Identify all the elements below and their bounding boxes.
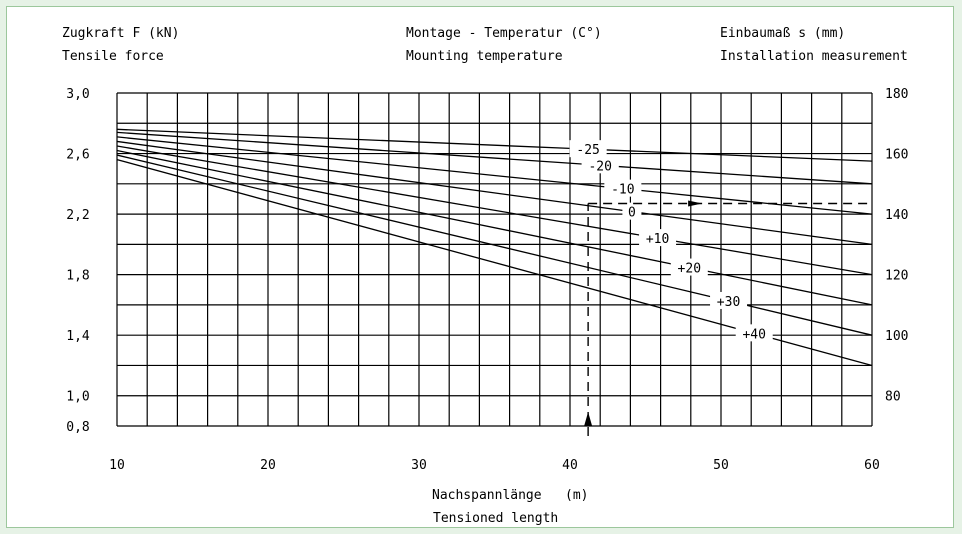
curve-label-background bbox=[622, 202, 642, 220]
temperature-curve bbox=[675, 240, 873, 276]
curve-label: +20 bbox=[678, 262, 701, 277]
temperature-curve bbox=[707, 270, 873, 306]
y2-tick-label: 180 bbox=[885, 87, 908, 102]
curve-label: 0 bbox=[628, 206, 636, 221]
guide-arrow-up bbox=[584, 412, 593, 426]
temperature-curve bbox=[116, 140, 623, 211]
y-tick-label: 0,8 bbox=[66, 420, 89, 435]
temperature-curve bbox=[641, 189, 873, 215]
x-tick-label: 40 bbox=[562, 458, 578, 473]
header-mid-de: Montage - Temperatur (C°) bbox=[406, 26, 602, 41]
x-axis-unit: (m) bbox=[565, 488, 588, 503]
curve-label-background bbox=[604, 179, 642, 197]
curve-label: -25 bbox=[576, 143, 599, 158]
curve-label: -10 bbox=[611, 183, 634, 198]
curve-label-background bbox=[639, 229, 677, 247]
header-mid-en: Mounting temperature bbox=[406, 49, 563, 64]
y2-tick-label: 80 bbox=[885, 390, 901, 405]
temperature-curve bbox=[771, 337, 873, 367]
x-tick-label: 60 bbox=[864, 458, 880, 473]
y2-tick-label: 140 bbox=[885, 208, 908, 223]
temperature-curve bbox=[116, 154, 711, 298]
x-axis-label-en: Tensioned length bbox=[433, 511, 558, 526]
curve-label-background bbox=[670, 258, 708, 276]
header-right-de: Einbaumaß s (mm) bbox=[720, 26, 845, 41]
header-right-en: Installation measurement bbox=[720, 49, 908, 64]
x-tick-label: 20 bbox=[260, 458, 276, 473]
curve-label: +30 bbox=[717, 295, 740, 310]
header-left-en: Tensile force bbox=[62, 49, 164, 64]
curve-label-background bbox=[569, 140, 607, 158]
x-tick-label: 30 bbox=[411, 458, 427, 473]
y-tick-label: 2,2 bbox=[66, 208, 89, 223]
curve-label: +10 bbox=[646, 232, 669, 247]
y-tick-label: 3,0 bbox=[66, 87, 89, 102]
y2-tick-label: 120 bbox=[885, 269, 908, 284]
temperature-curve bbox=[641, 212, 873, 246]
y2-tick-label: 100 bbox=[885, 329, 908, 344]
x-tick-label: 10 bbox=[109, 458, 125, 473]
x-axis-label-de: Nachspannlänge bbox=[432, 488, 542, 503]
curve-label: -20 bbox=[588, 159, 611, 174]
y2-tick-label: 160 bbox=[885, 148, 908, 163]
temperature-curve bbox=[746, 304, 873, 336]
temperature-curve bbox=[116, 131, 582, 165]
curve-label: +40 bbox=[742, 327, 765, 342]
curve-label-background bbox=[735, 324, 773, 342]
header-left-de: Zugkraft F (kN) bbox=[62, 26, 179, 41]
temperature-curve bbox=[116, 149, 672, 265]
y-tick-label: 1,0 bbox=[66, 390, 89, 405]
y-tick-label: 1,8 bbox=[66, 269, 89, 284]
y-tick-label: 2,6 bbox=[66, 148, 89, 163]
temperature-curve bbox=[116, 158, 737, 330]
x-tick-label: 50 bbox=[713, 458, 729, 473]
temperature-curve bbox=[618, 165, 873, 185]
y-tick-label: 1,4 bbox=[66, 329, 90, 344]
curve-label-background bbox=[581, 156, 619, 174]
guide-arrow-right bbox=[688, 200, 703, 207]
temperature-curve bbox=[116, 136, 605, 188]
temperature-curve bbox=[606, 149, 873, 162]
curve-label-background bbox=[710, 291, 748, 309]
temperature-curve bbox=[116, 145, 640, 236]
temperature-curve bbox=[116, 128, 570, 150]
